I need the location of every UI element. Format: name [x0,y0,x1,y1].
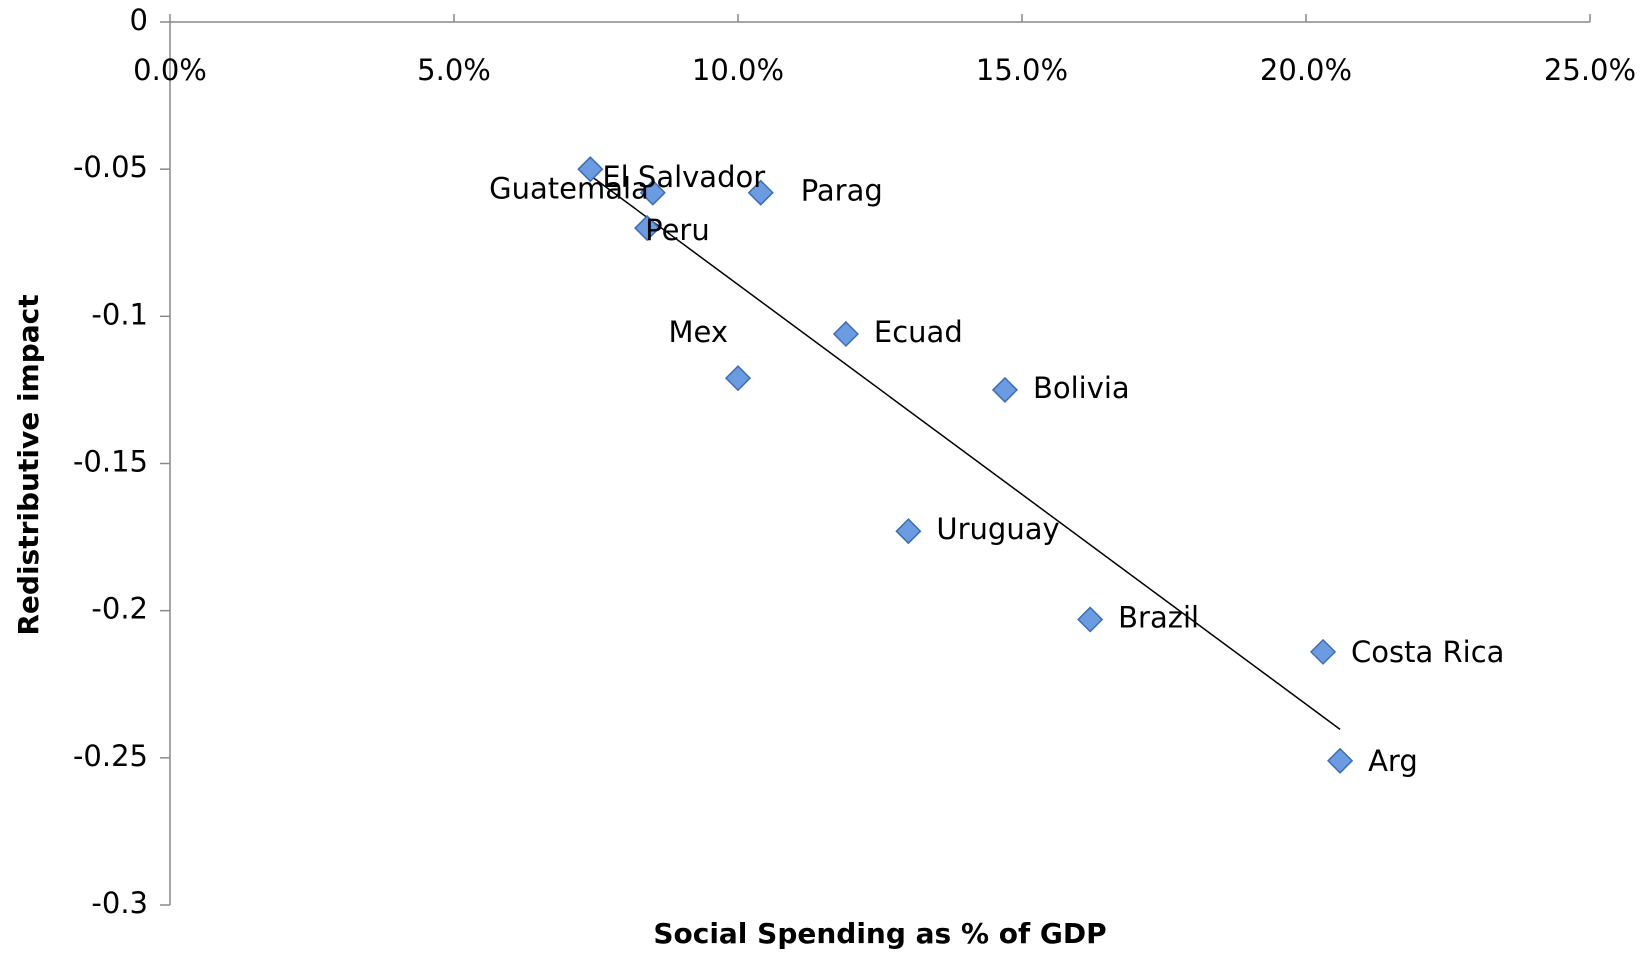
x-tick-label: 0.0% [133,53,207,87]
y-tick-label: -0.2 [91,592,148,626]
x-tick-label: 15.0% [976,53,1068,87]
point [639,179,666,206]
point-label: Costa Rica [1351,635,1504,669]
x-tick-label: 5.0% [417,53,491,87]
y-tick-label: 0 [130,3,148,37]
point-label: Ecuad [874,315,963,349]
trendline [589,174,1341,730]
point [895,518,922,545]
y-tick-label: -0.1 [91,297,148,331]
x-axis-title: Social Spending as % of GDP [653,917,1106,950]
point [1309,638,1337,665]
point [991,376,1019,403]
point-label: El Salvador [602,160,765,194]
point-label: Brazil [1118,600,1199,634]
point-label: Arg [1368,744,1418,778]
point [724,365,752,392]
point [832,320,859,348]
y-tick-label: -0.15 [73,445,148,479]
point-label: Bolivia [1033,371,1130,405]
y-axis-title: Redistributive impact [12,294,45,635]
point [1077,606,1104,633]
x-tick-label: 10.0% [692,53,784,87]
y-tick-label: -0.3 [91,886,148,920]
point-label: Parag [801,174,883,208]
y-tick-label: -0.05 [73,150,148,184]
point [634,214,661,242]
point-label: Uruguay [936,512,1059,546]
x-tick-label: 20.0% [1260,53,1352,87]
point-label: Mex [668,315,728,349]
point-label: Peru [645,213,710,247]
point [577,156,604,183]
point [1327,747,1354,774]
x-tick-label: 25.0% [1544,53,1636,87]
point [747,179,774,206]
point-label: Guatemala [489,172,649,206]
y-tick-label: -0.25 [73,739,148,773]
